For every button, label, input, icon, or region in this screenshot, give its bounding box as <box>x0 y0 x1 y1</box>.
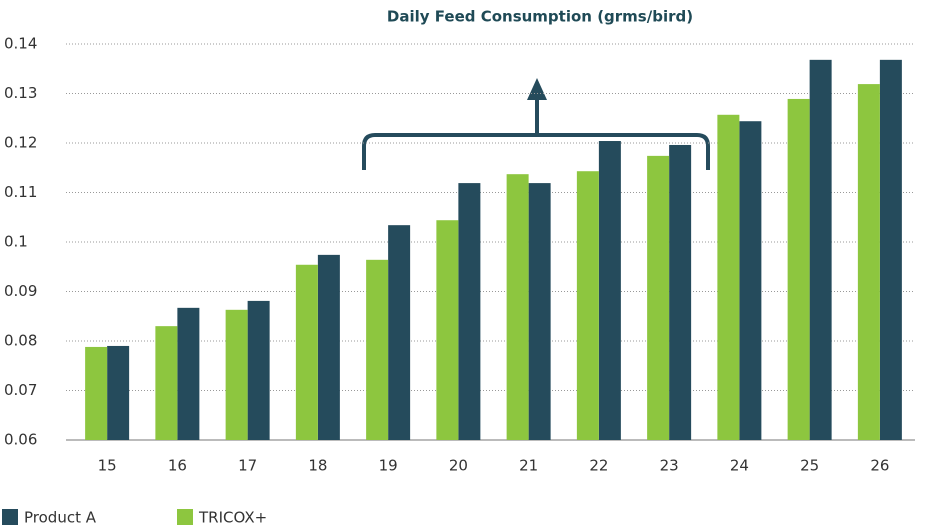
legend-label: Product A <box>24 509 97 527</box>
annotation-bracket <box>362 95 710 170</box>
bar <box>295 264 318 440</box>
x-tick-label: 19 <box>379 457 398 475</box>
bar <box>107 345 130 440</box>
bar <box>436 220 459 440</box>
bar <box>506 174 529 440</box>
y-tick-label: 0.12 <box>4 134 37 152</box>
y-tick-label: 0.1 <box>4 233 28 251</box>
bar <box>155 326 178 440</box>
bar <box>647 155 670 440</box>
bar <box>598 141 621 440</box>
bar <box>787 98 810 440</box>
bar <box>669 144 692 441</box>
y-tick-label: 0.13 <box>4 84 37 102</box>
bar <box>247 300 270 440</box>
bar <box>528 183 551 440</box>
x-tick-label: 25 <box>800 457 819 475</box>
x-tick-label: 26 <box>870 457 889 475</box>
x-tick-label: 20 <box>449 457 468 475</box>
bar <box>85 346 108 440</box>
y-tick-label: 0.07 <box>4 381 37 399</box>
x-tick-label: 21 <box>519 457 538 475</box>
y-tick-label: 0.08 <box>4 332 37 350</box>
bar <box>458 183 481 440</box>
bar <box>366 259 389 440</box>
legend-swatch <box>2 509 18 525</box>
bar <box>739 121 762 440</box>
y-tick-label: 0.14 <box>4 35 37 53</box>
bar <box>225 309 248 440</box>
y-tick-label: 0.06 <box>4 431 37 449</box>
bar <box>809 59 832 441</box>
x-tick-label: 18 <box>308 457 327 475</box>
x-tick-label: 23 <box>660 457 679 475</box>
chart-title: Daily Feed Consumption (grms/bird) <box>387 8 693 26</box>
bar <box>576 171 599 440</box>
bar <box>317 254 340 440</box>
y-tick-label: 0.09 <box>4 282 37 300</box>
y-tick-label: 0.11 <box>4 183 37 201</box>
bar <box>717 114 740 440</box>
bar <box>857 84 880 440</box>
x-tick-label: 16 <box>168 457 187 475</box>
x-tick-label: 24 <box>730 457 749 475</box>
bar <box>388 225 411 440</box>
x-tick-label: 15 <box>98 457 117 475</box>
bar <box>879 59 902 441</box>
legend-swatch <box>177 509 193 525</box>
x-tick-label: 22 <box>589 457 608 475</box>
legend-label: TRICOX+ <box>198 509 267 527</box>
x-tick-label: 17 <box>238 457 257 475</box>
arrow-head <box>527 78 547 100</box>
bar <box>177 307 200 440</box>
